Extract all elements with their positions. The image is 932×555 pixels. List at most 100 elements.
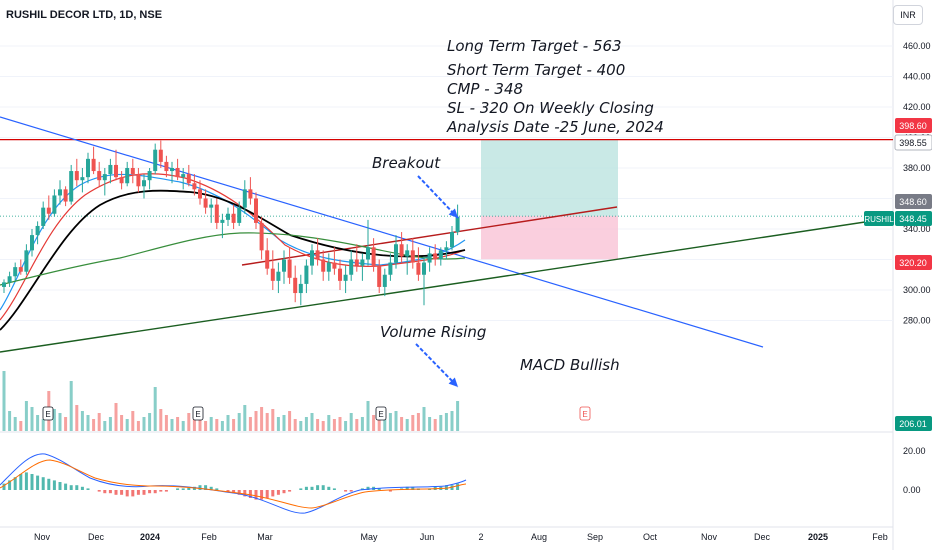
macd-histogram-bar xyxy=(344,490,348,492)
candle-body xyxy=(147,171,152,181)
candle-body xyxy=(170,168,174,172)
downtrend-line xyxy=(0,116,764,348)
macd-histogram-bar xyxy=(198,485,202,490)
volume-bar xyxy=(383,419,387,431)
price-axis-label xyxy=(895,194,932,209)
volume-bar xyxy=(321,421,325,431)
volume-bar xyxy=(181,421,185,431)
earnings-marker xyxy=(192,406,204,421)
candle-body xyxy=(108,164,113,175)
y-tick-label: 460.00 xyxy=(903,41,931,51)
volume-bar xyxy=(215,419,219,431)
macd-line xyxy=(0,453,467,514)
x-tick-label: Nov xyxy=(701,532,718,542)
short-term-target-label: Short Term Target - 400 xyxy=(447,61,626,79)
macd-histogram-bar xyxy=(209,486,213,490)
y-tick-label: 420.00 xyxy=(903,102,931,112)
macd-histogram-bar xyxy=(142,490,146,495)
ma-black-line xyxy=(0,189,466,331)
x-tick-label: Oct xyxy=(643,532,658,542)
volume-arrow-head xyxy=(448,377,458,387)
volume-bar xyxy=(265,413,269,431)
volume-bar xyxy=(148,413,152,431)
macd-histogram-bar xyxy=(69,485,73,490)
candle-body xyxy=(349,259,354,275)
macd-histogram-bar xyxy=(366,486,370,490)
price-axis-label-text: 348.60 xyxy=(899,197,927,207)
candle-body xyxy=(192,183,197,190)
volume-bar xyxy=(388,413,392,431)
volume-rising-label: Volume Rising xyxy=(380,323,487,341)
volume-bar xyxy=(405,419,409,431)
macd-histogram-bar xyxy=(2,483,6,490)
x-tick-label: 2 xyxy=(478,532,483,542)
earnings-marker-label: E xyxy=(45,410,50,419)
macd-histogram-bar xyxy=(316,485,320,490)
macd-histogram-bar xyxy=(86,488,90,490)
candle-body xyxy=(360,259,365,266)
macd-histogram-bar xyxy=(411,486,415,490)
stop-loss-label: SL - 320 On Weekly Closing xyxy=(447,99,654,117)
x-tick-label: Feb xyxy=(201,532,217,542)
volume-bar xyxy=(299,421,303,431)
volume-bar xyxy=(282,415,286,431)
earnings-marker xyxy=(375,406,387,421)
candle-body xyxy=(259,222,264,251)
volume-bar xyxy=(372,415,376,431)
macd-signal-line xyxy=(0,459,467,509)
earnings-marker-label: E xyxy=(582,410,587,419)
macd-histogram-bar xyxy=(271,490,275,497)
volume-bar xyxy=(327,415,331,431)
x-tick-label: Dec xyxy=(88,532,105,542)
currency-button[interactable]: INR xyxy=(893,5,923,25)
volume-bar xyxy=(24,401,28,431)
macd-histogram-bar xyxy=(75,485,79,490)
candle-body xyxy=(74,171,79,181)
volume-bar xyxy=(288,411,292,431)
volume-bar xyxy=(19,421,23,431)
stop-loss-zone xyxy=(481,215,618,260)
x-tick-label: Jun xyxy=(420,532,435,542)
volume-bar xyxy=(2,371,6,431)
macd-tick-label: 20.00 xyxy=(903,446,926,456)
channel-upper-line xyxy=(241,206,618,266)
earnings-marker-label: E xyxy=(378,410,383,419)
candle-body xyxy=(18,267,23,272)
candle-body xyxy=(298,283,303,294)
candle-body xyxy=(242,189,247,208)
macd-histogram-bar xyxy=(327,486,331,490)
candle-body xyxy=(181,174,186,178)
x-tick-label: 2025 xyxy=(808,532,828,542)
volume-bar xyxy=(355,419,359,431)
candle-body xyxy=(52,195,57,214)
candle-body xyxy=(270,268,275,281)
ma-green-line xyxy=(0,232,466,286)
volume-bar xyxy=(97,413,101,431)
candle-body xyxy=(86,158,90,178)
volume-bar xyxy=(187,413,191,431)
volume-bar xyxy=(142,417,146,431)
price-axis-label-text: 206.01 xyxy=(899,419,927,429)
macd-histogram-bar xyxy=(125,490,129,497)
candle-body xyxy=(80,177,85,181)
volume-bar xyxy=(276,417,280,431)
candle-body xyxy=(422,262,426,275)
macd-histogram-bar xyxy=(41,477,45,490)
volume-bar xyxy=(30,407,34,431)
symbol-title: RUSHIL DECOR LTD, 1D, NSE xyxy=(6,9,163,21)
volume-bar xyxy=(80,411,84,431)
volume-bar xyxy=(344,421,348,431)
volume-bar xyxy=(248,417,252,431)
candle-body xyxy=(332,262,337,269)
volume-bar xyxy=(192,419,196,431)
macd-histogram-bar xyxy=(136,490,140,495)
volume-bar xyxy=(13,417,17,431)
candle-body xyxy=(394,244,398,263)
price-axis-label xyxy=(895,255,932,270)
x-tick-label: Nov xyxy=(34,532,51,542)
macd-histogram-bar xyxy=(58,482,62,490)
volume-bar xyxy=(86,415,90,431)
candle-body xyxy=(293,277,298,294)
